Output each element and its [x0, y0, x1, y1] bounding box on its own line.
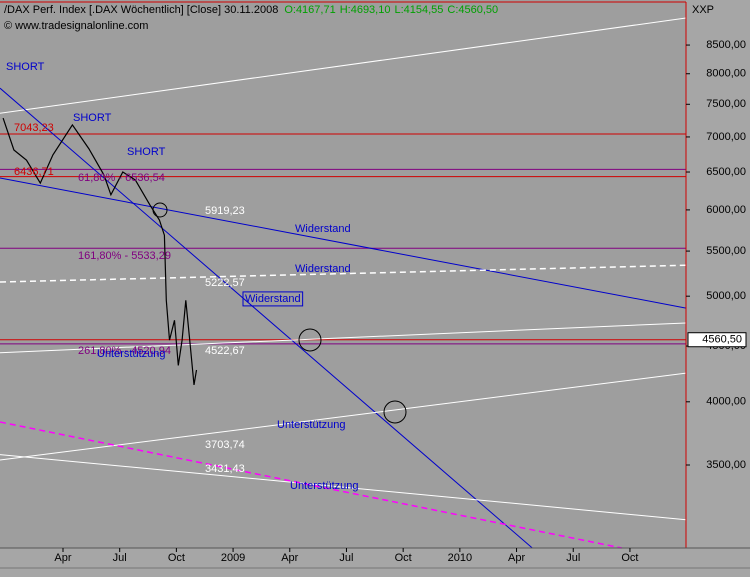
x-tick-label: Jul [566, 552, 580, 564]
annotation: Widerstand [245, 293, 301, 305]
annotation: 261,80% - 4520,94 [78, 345, 171, 357]
x-axis-panel [0, 548, 750, 577]
ohlc-value: H:4693,10 [340, 4, 391, 16]
annotation: SHORT [127, 146, 166, 158]
annotation: 3431,43 [205, 463, 245, 475]
trendline [0, 322, 687, 354]
annotation: 61,80% - 6536,54 [78, 172, 165, 184]
y-tick-label: 8000,00 [706, 68, 746, 80]
trendline [0, 177, 687, 309]
annotation: 3703,74 [205, 439, 245, 451]
trendline [0, 17, 687, 114]
x-tick-label: Jul [113, 552, 127, 564]
x-tick-label: Jul [339, 552, 353, 564]
y-tick-label: 7500,00 [706, 98, 746, 110]
trendline [0, 372, 687, 461]
trendline [0, 264, 687, 283]
annotation: Widerstand [295, 263, 351, 275]
ohlc-value: C:4560,50 [447, 4, 498, 16]
annotation: 5222,57 [205, 277, 245, 289]
annotation-box [242, 291, 304, 307]
y-tick-label: 5000,00 [706, 290, 746, 302]
price-line [2, 117, 198, 385]
annotation: 161,80% - 5533,29 [78, 250, 171, 262]
annotation: SHORT [73, 112, 112, 124]
x-tick-label: Apr [508, 552, 525, 564]
y-axis-label: XXP [692, 4, 714, 16]
plot [0, 17, 687, 549]
y-tick-label: 6500,00 [706, 166, 746, 178]
y-tick-label: 8500,00 [706, 39, 746, 51]
annotation: Unterstützung [277, 419, 345, 431]
last-value-label: 4560,50 [702, 334, 742, 346]
ohlc-value: L:4154,55 [394, 4, 443, 16]
axis-panel [686, 0, 750, 577]
y-tick-label: 3500,00 [706, 459, 746, 471]
annotation: 5919,23 [205, 205, 245, 217]
x-tick-label: Apr [281, 552, 298, 564]
y-tick-label: 4000,00 [706, 396, 746, 408]
annotation: 4522,67 [205, 345, 245, 357]
x-tick-label: 2010 [448, 552, 472, 564]
annotation: Unterstützung [290, 480, 358, 492]
marker-circle [383, 400, 407, 424]
x-tick-label: Apr [54, 552, 71, 564]
y-tick-label: 5500,00 [706, 245, 746, 257]
trendline [0, 421, 622, 549]
trendline [0, 454, 687, 521]
x-tick-label: Oct [168, 552, 185, 564]
x-tick-label: Oct [395, 552, 412, 564]
annotation: 7043,23 [14, 122, 54, 134]
source: © www.tradesignalonline.com [4, 20, 148, 32]
y-tick-label: 6000,00 [706, 204, 746, 216]
annotation: Unterstützung [97, 348, 165, 360]
x-tick-label: Oct [621, 552, 638, 564]
annotation: Widerstand [295, 223, 351, 235]
marker-circle [152, 202, 168, 218]
trendline [0, 87, 533, 549]
marker-circle [298, 328, 322, 352]
chart-title: /DAX Perf. Index [.DAX Wöchentlich] [Clo… [4, 4, 278, 16]
ohlc-value: O:4167,71 [284, 4, 335, 16]
y-tick-label: 7000,00 [706, 131, 746, 143]
annotation: 6436,71 [14, 166, 54, 178]
annotation: SHORT [6, 61, 45, 73]
x-tick-label: 2009 [221, 552, 245, 564]
last-value-tag [687, 332, 747, 348]
